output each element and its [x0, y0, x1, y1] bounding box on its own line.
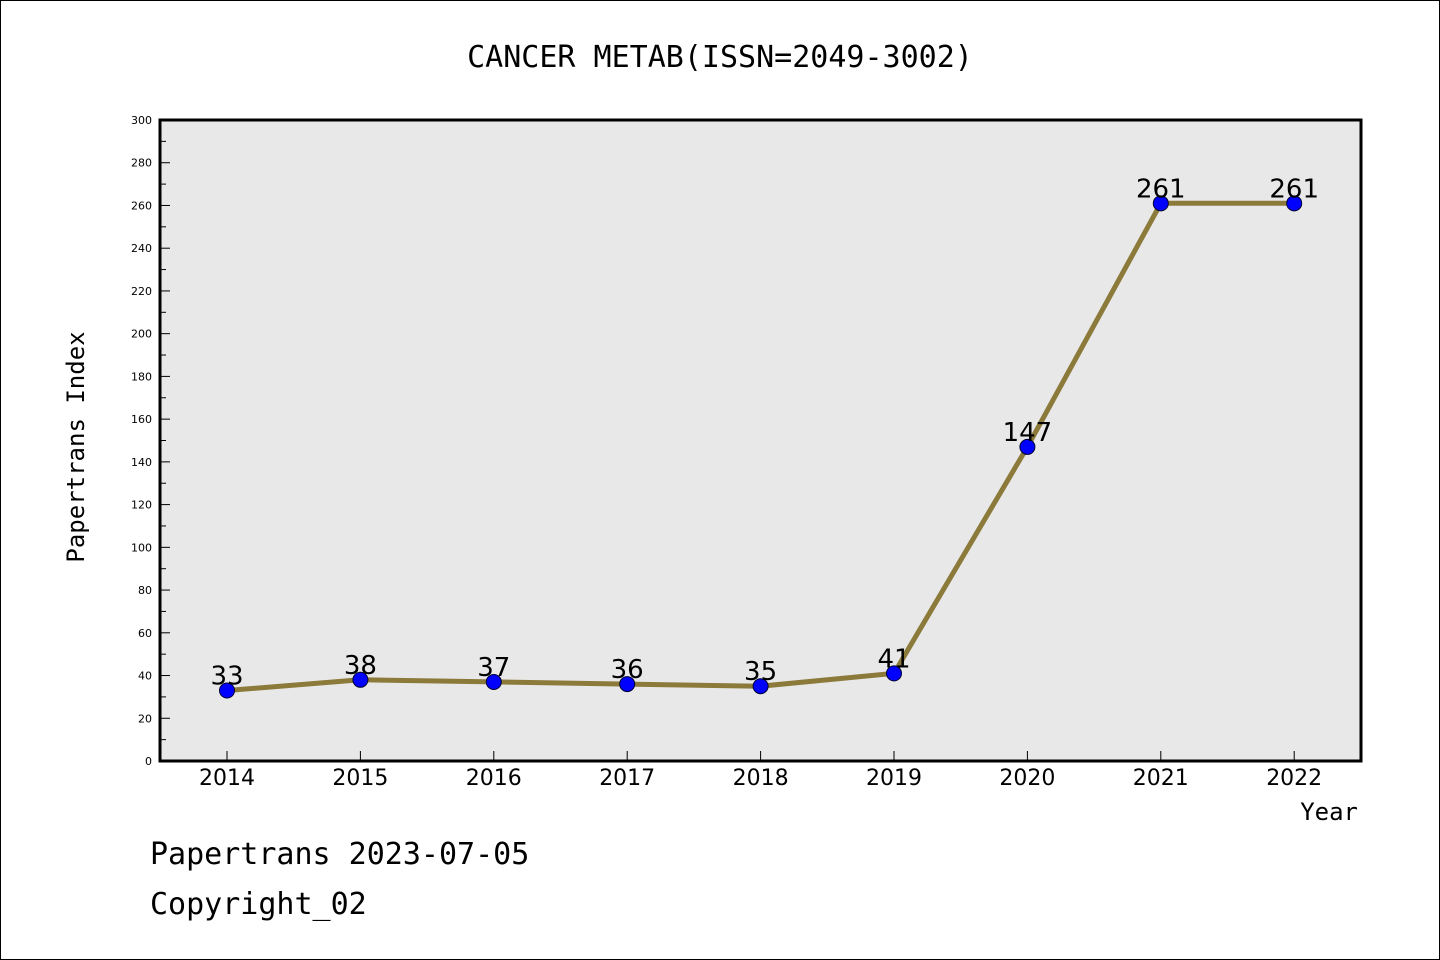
- x-tick-label: 2021: [1133, 766, 1189, 791]
- x-tick-label: 2016: [466, 766, 522, 791]
- footer-line1: Papertrans 2023-07-05: [150, 837, 529, 872]
- x-tick-label: 2022: [1266, 766, 1322, 791]
- footer-line2: Copyright_02: [150, 887, 367, 922]
- data-point: [1286, 195, 1303, 212]
- x-axis: 2014 2015 2016 2017 2018 2019 2020 2021 2022: [199, 751, 1322, 791]
- x-tick-label: 2014: [199, 766, 255, 791]
- x-tick-label: 2019: [866, 766, 922, 791]
- data-point: [1019, 438, 1036, 455]
- y-tick-label: 20: [138, 712, 152, 725]
- data-point: [1152, 195, 1169, 212]
- y-tick-label: 280: [131, 157, 152, 170]
- y-tick-label: 260: [131, 199, 152, 212]
- data-label: 261: [1269, 174, 1319, 204]
- data-label: 33: [210, 661, 243, 691]
- y-axis: 0 20 40 60 80 100 120 140 160 180 200 220 240 260 280 3…: [131, 114, 170, 768]
- y-axis-label: Papertrans Index: [62, 331, 90, 562]
- y-tick-label: 100: [131, 541, 152, 554]
- y-tick-label: 140: [131, 456, 152, 469]
- y-tick-label: 60: [138, 627, 152, 640]
- data-label: 37: [477, 653, 510, 683]
- y-tick-label: 240: [131, 242, 152, 255]
- x-tick-label: 2015: [332, 766, 388, 791]
- data-label: 36: [611, 655, 644, 685]
- data-label: 147: [1003, 418, 1053, 448]
- y-tick-label: 160: [131, 413, 152, 426]
- y-tick-label: 180: [131, 370, 152, 383]
- y-tick-label: 220: [131, 285, 152, 298]
- data-label: 35: [744, 657, 777, 687]
- x-tick-label: 2018: [733, 766, 789, 791]
- x-axis-label: Year: [1300, 798, 1358, 826]
- data-point: [886, 665, 902, 682]
- y-tick-label: 300: [131, 114, 152, 127]
- data-label: 38: [344, 651, 377, 681]
- chart-title: CANCER METAB(ISSN=2049-3002): [467, 40, 973, 75]
- data-label: 261: [1136, 174, 1186, 204]
- data-points: [219, 195, 1303, 699]
- data-point: [352, 671, 369, 688]
- y-tick-label: 120: [131, 499, 152, 512]
- x-tick-label: 2017: [599, 766, 655, 791]
- plot-area: [158, 118, 1363, 763]
- data-point: [619, 676, 636, 693]
- data-point: [219, 682, 235, 699]
- data-point: [485, 673, 502, 690]
- data-label: 41: [877, 644, 910, 674]
- y-tick-label: 40: [138, 670, 152, 683]
- y-tick-label: 0: [145, 755, 152, 768]
- data-labels: 33 38 37 36 35 41 147 261 261: [210, 174, 1319, 691]
- data-point: [752, 678, 769, 695]
- y-tick-label: 80: [138, 584, 152, 597]
- x-tick-label: 2020: [999, 766, 1055, 791]
- y-tick-label: 200: [131, 328, 152, 341]
